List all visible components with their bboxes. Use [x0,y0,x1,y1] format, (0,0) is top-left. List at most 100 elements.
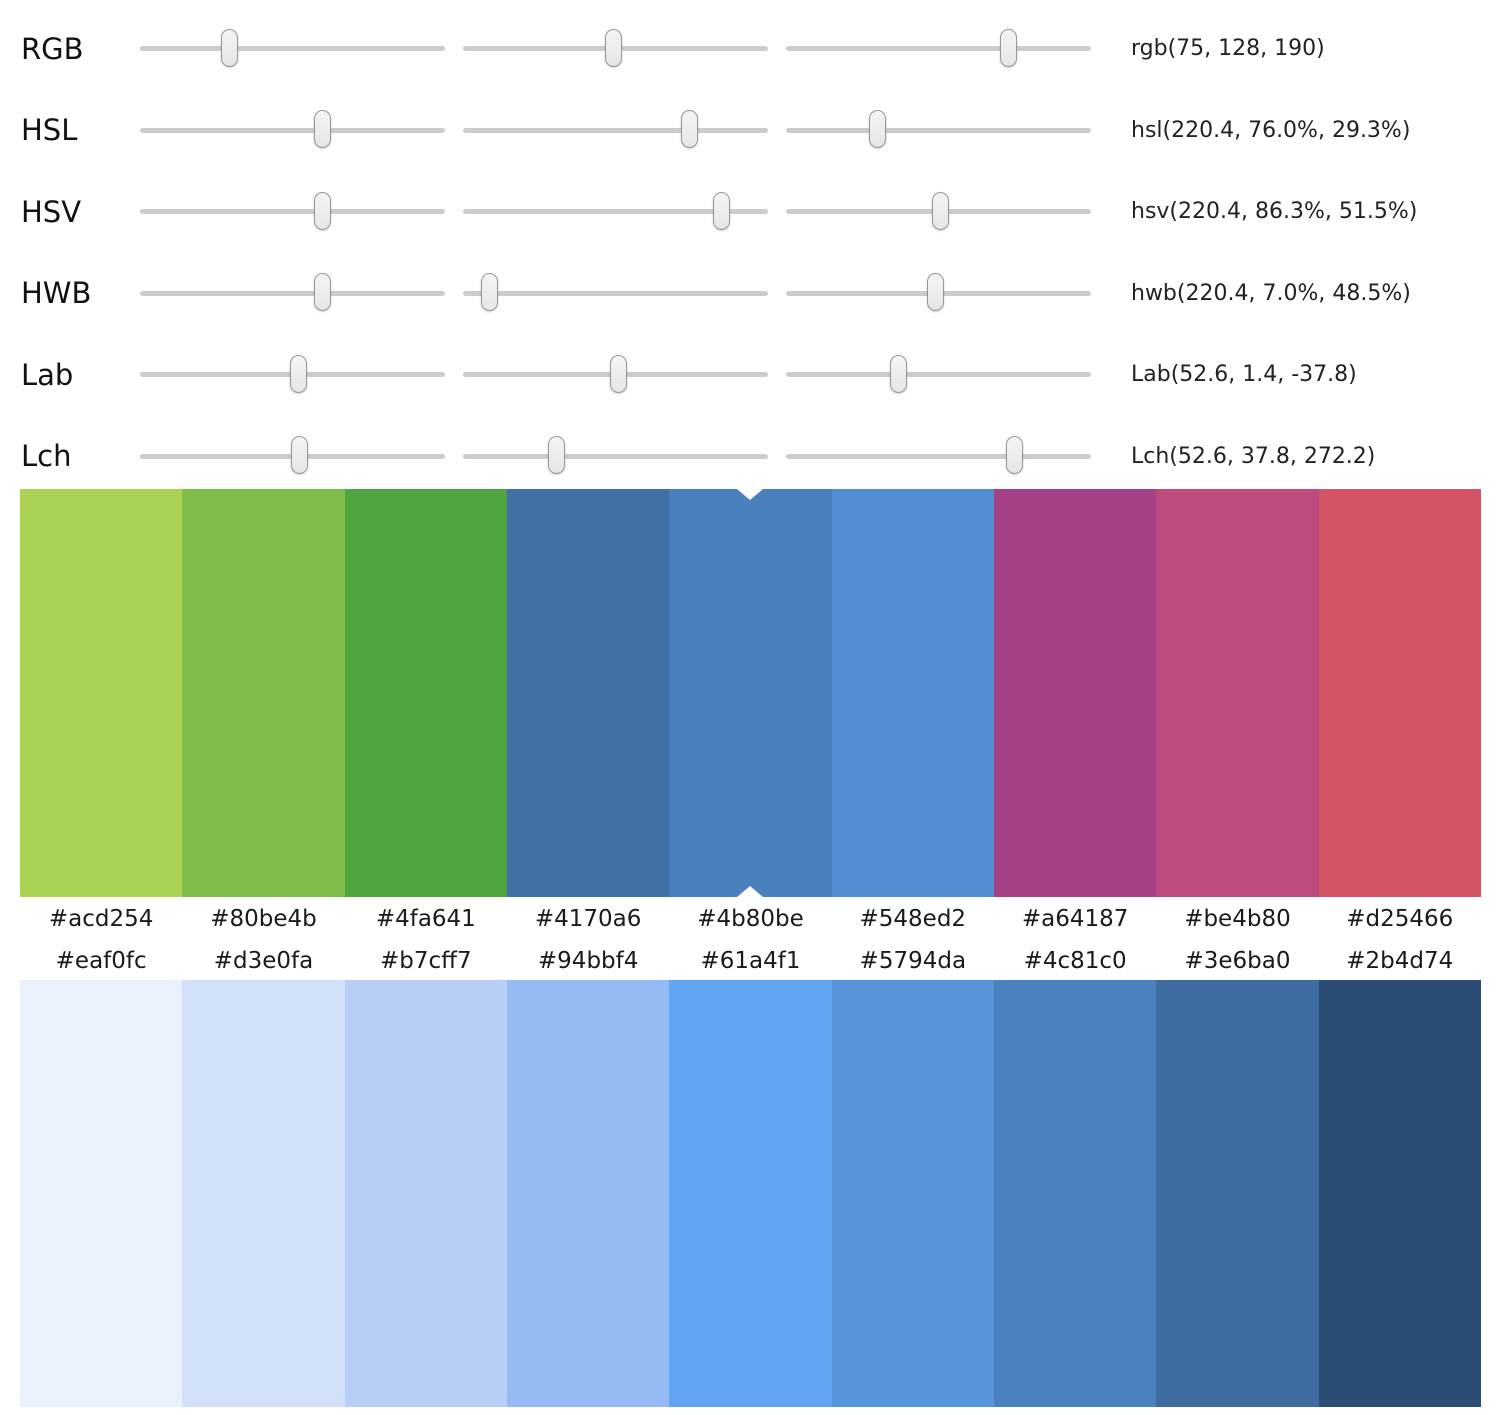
swatch-be4b80[interactable] [1156,489,1319,897]
hwb-thumb-1[interactable] [314,273,331,312]
swatch-2b4d74[interactable] [1318,980,1481,1407]
hwb-thumb-3[interactable] [927,273,945,312]
slider-row-rgb: RGB rgb(75, 128, 190) [21,8,1501,90]
slider-row-lch: Lch Lch(52.6, 37.8, 272.2) [21,416,1501,498]
swatch-d3e0fa[interactable] [182,980,345,1407]
selected-notch-top-icon [737,489,764,500]
hsl-track-1[interactable] [140,107,445,153]
swatch-hex-label: #4fa641 [375,906,476,932]
shade-palette: #eaf0fc #d3e0fa #b7cff7 #94bbf4 #61a4f1 … [20,941,1481,1407]
track-line [463,209,768,215]
hsv-thumb-2[interactable] [712,191,730,230]
track-line [463,290,768,296]
track-line [140,127,445,133]
hwb-thumb-2[interactable] [481,273,499,312]
lch-track-2[interactable] [463,433,768,479]
slider-label-lch: Lch [21,439,72,474]
swatch-d25466[interactable] [1318,489,1481,897]
track-line [463,453,768,459]
hsl-track-2[interactable] [463,107,768,153]
swatch-hex-label: #acd254 [48,906,154,932]
swatch-eaf0fc[interactable] [20,980,183,1407]
swatch-hex-label: #be4b80 [1184,906,1291,932]
rgb-track-2[interactable] [463,26,768,72]
hue-swatch-band [20,489,1481,897]
hsl-value: hsl(220.4, 76.0%, 29.3%) [1131,117,1411,143]
rgb-thumb-2[interactable] [604,28,622,67]
swatch-hex-label: #a64187 [1021,906,1129,932]
lab-thumb-2[interactable] [609,354,627,393]
swatch-hex-label: #2b4d74 [1346,947,1454,974]
lab-track-3[interactable] [786,352,1091,398]
swatch-4c81c0[interactable] [993,980,1157,1407]
swatch-hex-label: #4170a6 [534,906,642,932]
rgb-value: rgb(75, 128, 190) [1131,36,1325,62]
rgb-thumb-3[interactable] [999,28,1017,67]
swatch-a64187[interactable] [993,489,1157,897]
hwb-track-3[interactable] [786,270,1091,316]
swatch-b7cff7[interactable] [344,980,507,1407]
swatch-4170a6[interactable] [506,489,670,897]
rgb-track-3[interactable] [786,26,1091,72]
hwb-track-2[interactable] [463,270,768,316]
swatch-hex-label: #94bbf4 [537,947,639,974]
lch-thumb-3[interactable] [1006,436,1024,475]
hsv-value: hsv(220.4, 86.3%, 51.5%) [1131,199,1418,225]
hsl-thumb-2[interactable] [680,110,698,149]
track-line [786,127,1091,133]
swatch-hex-label: #548ed2 [859,906,967,932]
swatch-3e6ba0[interactable] [1156,980,1319,1407]
swatch-94bbf4[interactable] [506,980,670,1407]
rgb-track-1[interactable] [140,26,445,72]
swatch-hex-label: #5794da [859,947,967,974]
slider-row-hsv: HSV hsv(220.4, 86.3%, 51.5%) [21,171,1501,253]
lab-thumb-1[interactable] [289,354,307,393]
swatch-hex-label: #b7cff7 [380,947,472,974]
swatch-hex-label: #eaf0fc [55,947,147,974]
slider-label-hsl: HSL [21,113,78,148]
slider-label-lab: Lab [21,357,74,392]
swatch-5794da[interactable] [831,980,994,1407]
hue-label-row: #acd254 #80be4b #4fa641 #4170a6 #4b80be … [20,897,1481,941]
hwb-track-1[interactable] [140,270,445,316]
hsl-thumb-1[interactable] [314,110,331,149]
lab-thumb-3[interactable] [889,354,907,393]
swatch-4b80be-selected[interactable] [669,489,832,897]
lab-track-1[interactable] [140,352,445,398]
hue-palette: #acd254 #80be4b #4fa641 #4170a6 #4b80be … [20,489,1481,941]
hsl-thumb-3[interactable] [869,110,887,149]
hsv-thumb-3[interactable] [931,191,949,230]
lab-track-2[interactable] [463,352,768,398]
lch-track-1[interactable] [140,433,445,479]
lch-value: Lch(52.6, 37.8, 272.2) [1131,443,1376,469]
lab-value: Lab(52.6, 1.4, -37.8) [1131,362,1357,388]
swatch-hex-label: #d25466 [1346,906,1454,932]
lch-thumb-2[interactable] [547,436,565,475]
swatch-acd254[interactable] [20,489,183,897]
swatch-hex-label: #61a4f1 [700,947,801,974]
track-line [463,127,768,133]
rgb-thumb-1[interactable] [220,28,238,67]
selected-notch-bottom-icon [737,886,764,897]
hsv-track-3[interactable] [786,189,1091,235]
swatch-548ed2[interactable] [831,489,994,897]
hsv-track-2[interactable] [463,189,768,235]
slider-label-hwb: HWB [21,276,92,311]
lch-track-3[interactable] [786,433,1091,479]
slider-row-lab: Lab Lab(52.6, 1.4, -37.8) [21,334,1501,416]
hsv-track-1[interactable] [140,189,445,235]
swatch-80be4b[interactable] [182,489,345,897]
slider-label-hsv: HSV [21,194,82,229]
swatch-hex-label: #d3e0fa [213,947,314,974]
swatch-hex-label: #4c81c0 [1023,947,1127,974]
hsl-track-3[interactable] [786,107,1091,153]
slider-row-hwb: HWB hwb(220.4, 7.0%, 48.5%) [21,253,1501,335]
hsv-thumb-1[interactable] [314,191,331,230]
track-line [140,290,445,296]
swatch-61a4f1[interactable] [669,980,832,1407]
swatch-4fa641[interactable] [344,489,507,897]
track-line [786,453,1091,459]
shade-label-row: #eaf0fc #d3e0fa #b7cff7 #94bbf4 #61a4f1 … [20,941,1481,980]
lch-thumb-1[interactable] [291,436,309,475]
track-line [786,46,1091,52]
